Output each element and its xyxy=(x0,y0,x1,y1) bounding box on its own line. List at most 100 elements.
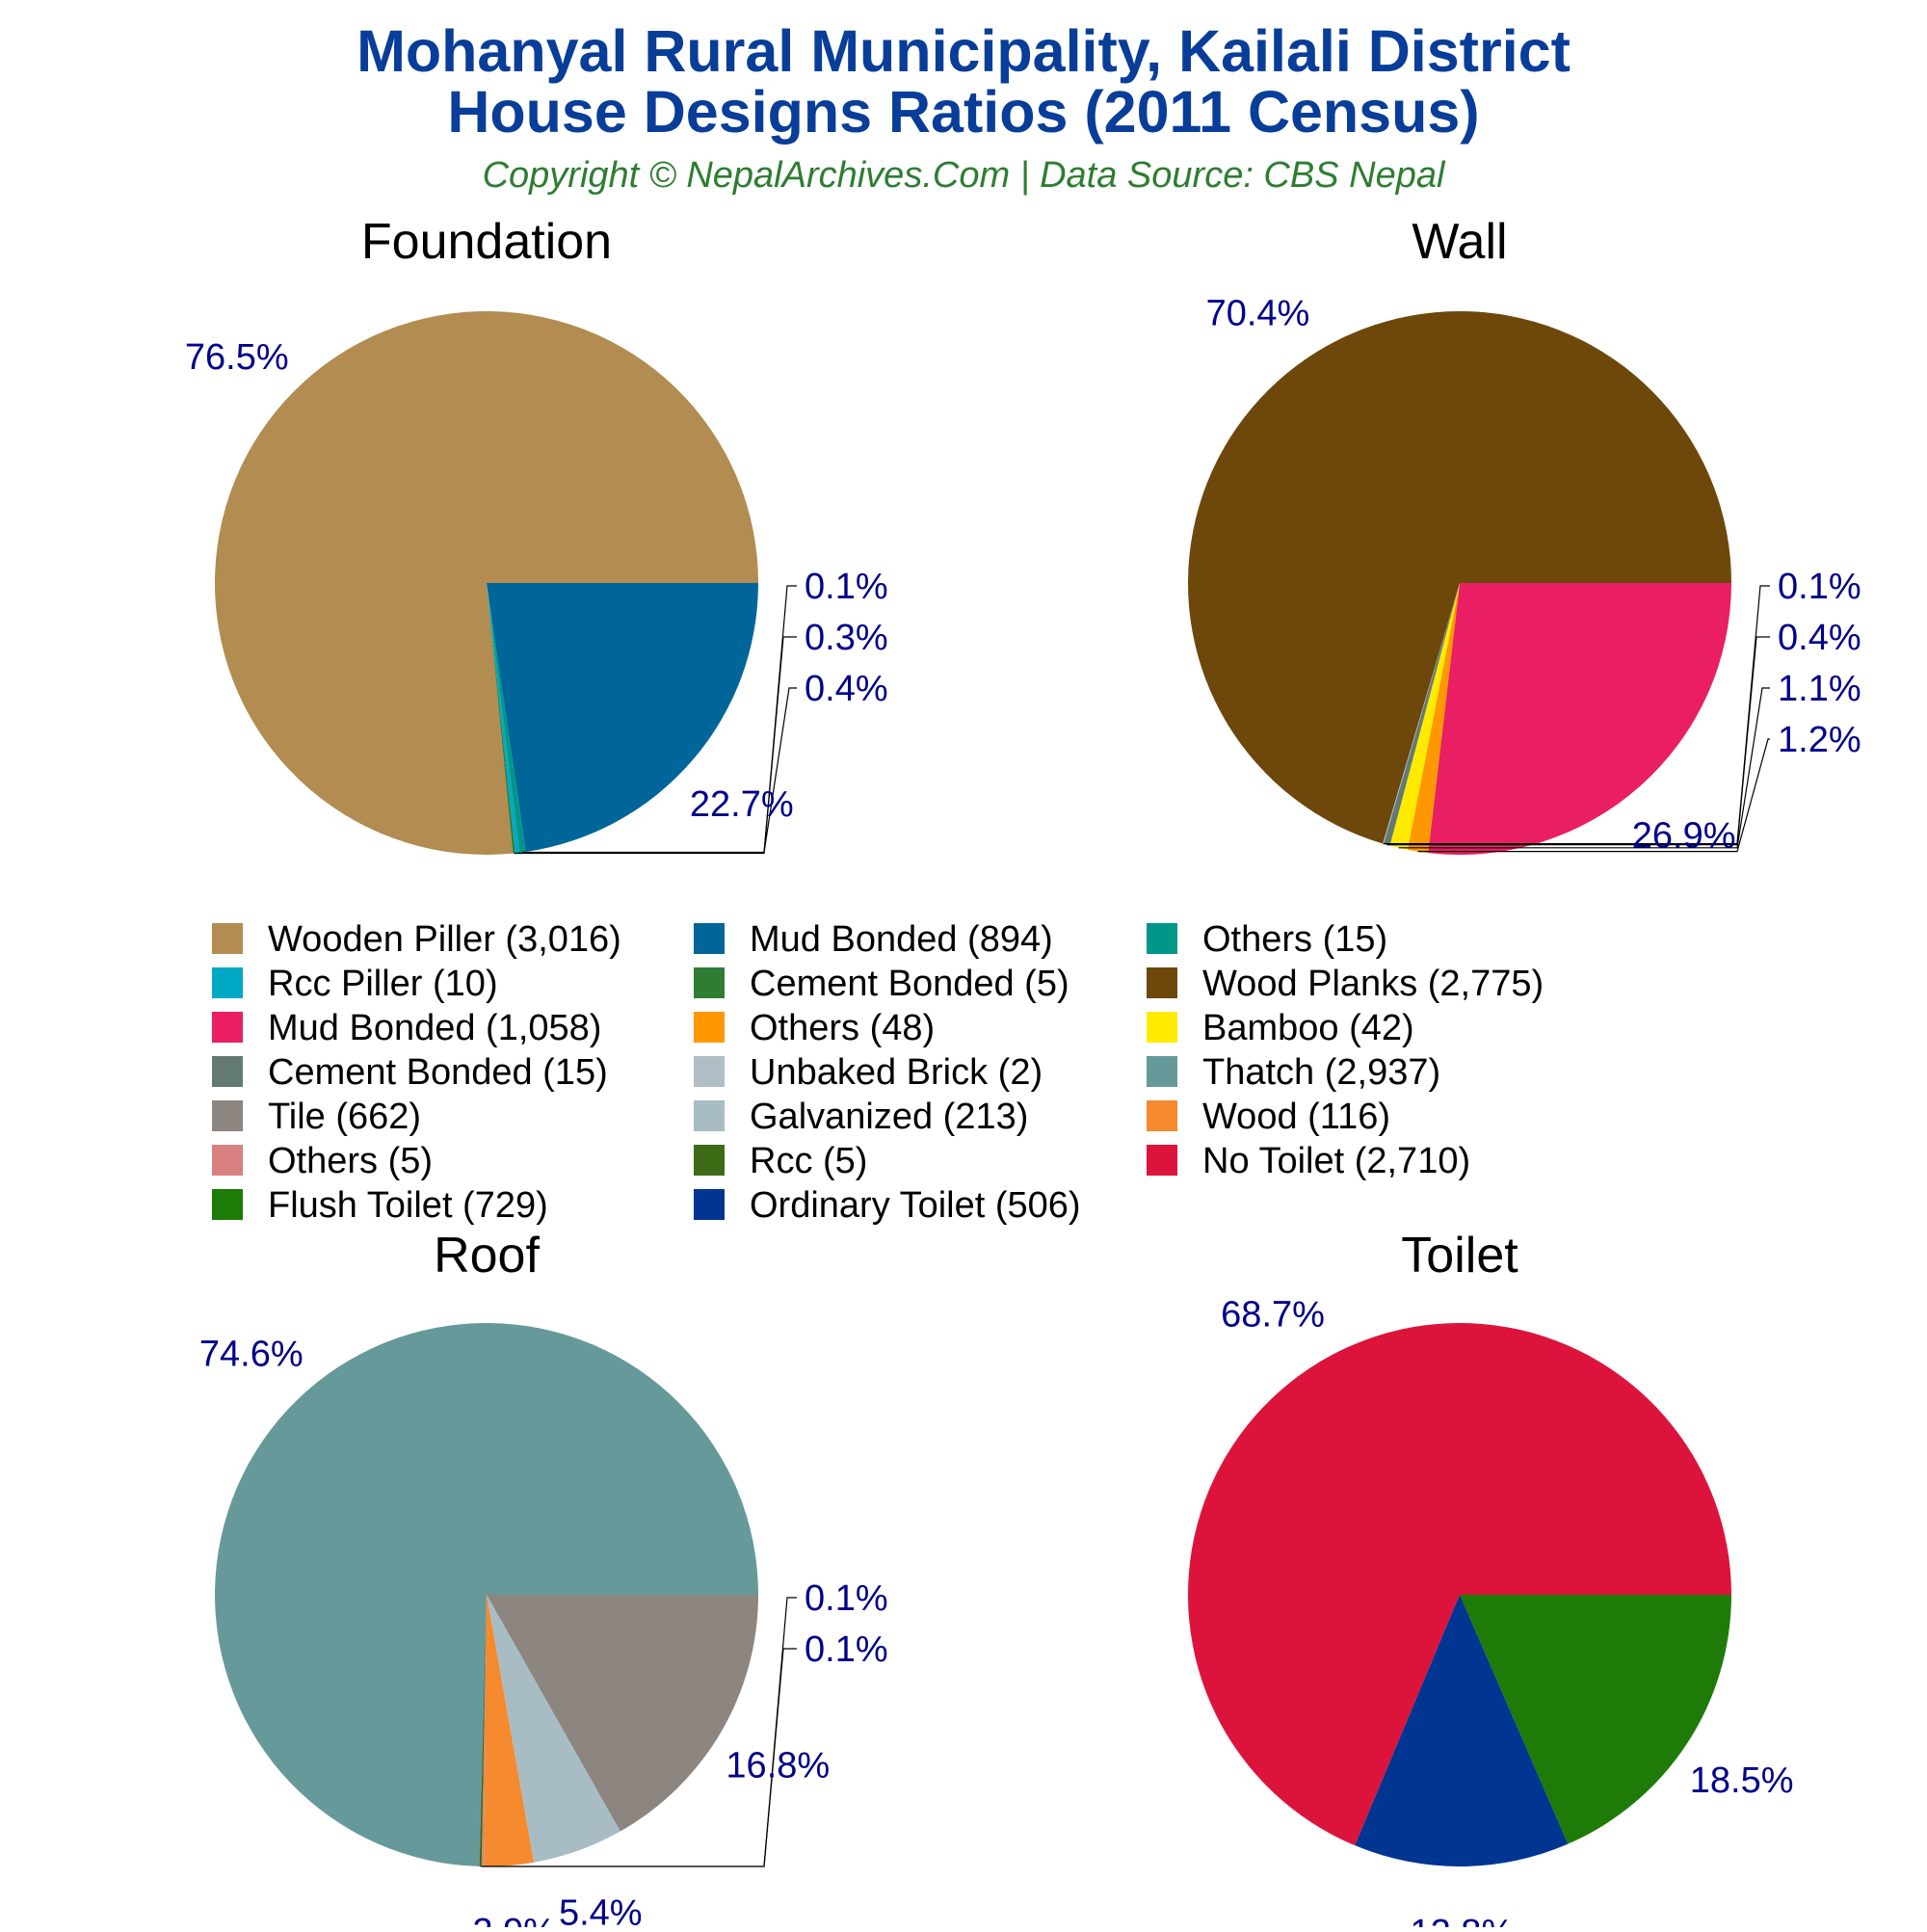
legend-label: Mud Bonded (894) xyxy=(750,919,1053,960)
legend-item: Wood (116) xyxy=(1147,1097,1390,1137)
legend-item: Mud Bonded (1,058) xyxy=(212,1008,601,1048)
legend: Wooden Piller (3,016) Mud Bonded (894) Oth… xyxy=(212,919,1544,1226)
pie-slice-roof-tile xyxy=(487,1595,758,1832)
legend-item: Galvanized (213) xyxy=(694,1097,1028,1137)
percent-label-wall-mud-bonded: 26.9% xyxy=(1632,815,1736,856)
chart-subtitle: Copyright © NepalArchives.Com | Data Sou… xyxy=(483,155,1446,196)
legend-swatch xyxy=(694,1189,725,1220)
legend-item: No Toilet (2,710) xyxy=(1147,1141,1470,1181)
pie-slice-wall-unbaked-brick xyxy=(1383,583,1460,844)
legend-item: Rcc Piller (10) xyxy=(212,964,498,1004)
percent-label-roof-galvanized: 5.4% xyxy=(559,1892,643,1927)
legend-swatch xyxy=(212,1189,243,1220)
percent-label-wall-bamboo: 1.1% xyxy=(1778,669,1861,709)
legend-label: Others (5) xyxy=(268,1141,433,1181)
pie-chart-wall: Wall 0.1% 0.4% 1.1% 1.2% 70.4% 26.9% xyxy=(1188,214,1861,856)
legend-label: Cement Bonded (5) xyxy=(750,964,1069,1004)
legend-swatch xyxy=(1147,1056,1177,1087)
legend-item: Rcc (5) xyxy=(694,1141,867,1181)
legend-item: Others (48) xyxy=(694,1008,935,1048)
leader-line-wall-cement-bonded xyxy=(1386,636,1770,846)
pie-charts-layer: Foundation 0.1% 0.3% 0.4% 76.5% 22.7% Wall 0.1%… xyxy=(185,214,1861,1932)
legend-label: Rcc Piller (10) xyxy=(268,964,498,1004)
pie-title-roof: Roof xyxy=(434,1228,540,1284)
legend-swatch xyxy=(212,967,243,998)
legend-item: Others (15) xyxy=(1147,919,1387,960)
legend-label: No Toilet (2,710) xyxy=(1202,1141,1470,1181)
legend-item: Thatch (2,937) xyxy=(1147,1052,1440,1093)
legend-label: Wood Planks (2,775) xyxy=(1202,964,1544,1004)
percent-label-toilet-ordinary-toilet: 12.8% xyxy=(1410,1913,1514,1927)
pie-slice-wall-bamboo xyxy=(1389,583,1460,850)
legend-swatch xyxy=(1147,1012,1177,1043)
pie-chart-roof: Roof 0.1% 0.1% 74.6% 16.8% 5.4%2.9% xyxy=(199,1228,888,1932)
percent-label-toilet-flush-toilet: 18.5% xyxy=(1690,1760,1794,1801)
pie-slice-roof-thatch xyxy=(215,1322,759,1866)
legend-item: Bamboo (42) xyxy=(1147,1008,1414,1048)
pie-slice-wall-wood-planks xyxy=(1188,310,1731,844)
pie-chart-foundation: Foundation 0.1% 0.3% 0.4% 76.5% 22.7% xyxy=(185,214,888,856)
legend-label: Galvanized (213) xyxy=(750,1097,1028,1137)
legend-label: Tile (662) xyxy=(268,1097,421,1137)
legend-swatch xyxy=(1147,923,1177,954)
legend-label: Others (48) xyxy=(750,1008,935,1048)
pie-slice-toilet-no-toilet xyxy=(1188,1323,1731,1846)
legend-item: Wood Planks (2,775) xyxy=(1147,964,1544,1004)
pie-title-wall: Wall xyxy=(1412,214,1507,270)
legend-swatch xyxy=(1147,1145,1177,1176)
legend-swatch xyxy=(212,923,243,954)
pie-slice-foundation-others xyxy=(487,583,526,853)
legend-item: Others (5) xyxy=(212,1141,433,1181)
legend-label: Others (15) xyxy=(1202,919,1387,960)
legend-swatch xyxy=(694,1056,725,1087)
pie-slice-roof-galvanized xyxy=(487,1595,620,1863)
legend-swatch xyxy=(694,1145,725,1176)
pie-chart-toilet: Toilet 68.7% 18.5% 12.8% xyxy=(1188,1228,1794,1932)
percent-label-roof-wood: 2.9% xyxy=(472,1912,556,1927)
percent-label-foundation-rcc-piller: 0.3% xyxy=(805,618,888,658)
legend-label: Mud Bonded (1,058) xyxy=(268,1008,601,1048)
percent-label-roof-thatch: 74.6% xyxy=(199,1334,304,1374)
legend-swatch xyxy=(694,967,725,998)
chart-title-line-2: House Designs Ratios (2011 Census) xyxy=(447,79,1479,145)
pie-slice-foundation-mud-bonded xyxy=(487,583,758,853)
percent-label-foundation-mud-bonded: 22.7% xyxy=(690,784,794,825)
pie-slice-toilet-flush-toilet xyxy=(1460,1595,1731,1844)
legend-item: Tile (662) xyxy=(212,1097,421,1137)
legend-label: Thatch (2,937) xyxy=(1202,1052,1440,1093)
legend-item: Flush Toilet (729) xyxy=(212,1185,548,1226)
legend-swatch xyxy=(694,1100,725,1131)
pie-slice-wall-others xyxy=(1407,583,1460,854)
percent-label-roof-rcc: 0.1% xyxy=(805,1629,888,1670)
legend-label: Ordinary Toilet (506) xyxy=(750,1185,1081,1226)
pie-title-toilet: Toilet xyxy=(1401,1228,1518,1284)
percent-label-wall-others: 1.2% xyxy=(1778,720,1861,760)
pie-slice-roof-others xyxy=(481,1595,487,1866)
percent-label-roof-others: 0.1% xyxy=(805,1578,888,1619)
legend-swatch xyxy=(694,1012,725,1043)
percent-label-toilet-no-toilet: 68.7% xyxy=(1221,1295,1325,1336)
pie-slice-wall-mud-bonded xyxy=(1428,583,1731,855)
percent-label-foundation-others: 0.4% xyxy=(805,669,888,709)
percent-label-foundation-wooden-piller: 76.5% xyxy=(185,337,289,378)
pie-slice-roof-rcc xyxy=(479,1595,487,1866)
percent-label-wall-cement-bonded: 0.4% xyxy=(1778,618,1861,658)
leader-line-roof-rcc xyxy=(480,1648,797,1867)
pie-slice-toilet-ordinary-toilet xyxy=(1355,1595,1569,1867)
legend-swatch xyxy=(212,1100,243,1131)
legend-label: Wood (116) xyxy=(1202,1097,1390,1137)
pie-title-foundation: Foundation xyxy=(361,214,612,270)
legend-item: Cement Bonded (5) xyxy=(694,964,1069,1004)
legend-swatch xyxy=(1147,1100,1177,1131)
leader-line-foundation-rcc-piller xyxy=(516,636,797,854)
legend-swatch xyxy=(694,923,725,954)
pie-slice-foundation-cement-bonded xyxy=(487,583,515,854)
pie-slice-foundation-rcc-piller xyxy=(487,583,520,854)
legend-item: Wooden Piller (3,016) xyxy=(212,919,621,960)
leader-line-wall-others xyxy=(1417,738,1770,853)
legend-item: Mud Bonded (894) xyxy=(694,919,1053,960)
percent-label-foundation-cement-bonded: 0.1% xyxy=(805,567,888,607)
pie-slice-roof-wood xyxy=(484,1595,535,1866)
legend-item: Unbaked Brick (2) xyxy=(694,1052,1043,1093)
